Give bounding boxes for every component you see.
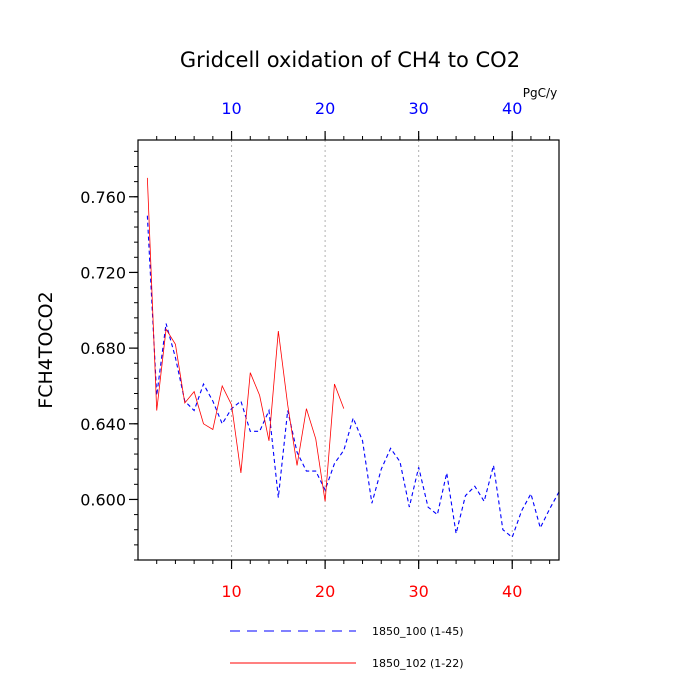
y-tick-label: 0.760: [80, 188, 126, 207]
y-tick-label: 0.640: [80, 415, 126, 434]
x-tick-label-top: 30: [408, 99, 428, 118]
series-group: [146, 177, 560, 539]
x-tick-label-bottom: 10: [221, 582, 241, 601]
top-axis-unit: PgC/y: [523, 86, 557, 100]
x-gridlines: [231, 140, 513, 560]
y-axis-label: FCH4TOCO2: [35, 291, 57, 408]
axes: 0.600 0.640 0.680 0.720 0.760 10 10 20 20 30 30 40 4…: [80, 99, 560, 601]
x-tick-label-top: 40: [502, 99, 522, 118]
y-tick-label: 0.680: [80, 339, 126, 358]
x-tick-label-bottom: 20: [315, 582, 335, 601]
series-line-2: [146, 177, 345, 502]
plot-frame: [137, 139, 560, 561]
legend: 1850_100 (1-45) 1850_102 (1-22): [230, 625, 464, 670]
series-line-1: [146, 215, 560, 539]
y-tick-label: 0.600: [80, 490, 126, 509]
x-tick-label-top: 20: [315, 99, 335, 118]
legend-label-2: 1850_102 (1-22): [372, 657, 464, 670]
chart-title: Gridcell oxidation of CH4 to CO2: [180, 48, 520, 72]
legend-label-1: 1850_100 (1-45): [372, 625, 464, 638]
x-tick-label-top: 10: [221, 99, 241, 118]
x-tick-label-bottom: 40: [502, 582, 522, 601]
x-tick-label-bottom: 30: [408, 582, 428, 601]
y-tick-label: 0.720: [80, 263, 126, 282]
